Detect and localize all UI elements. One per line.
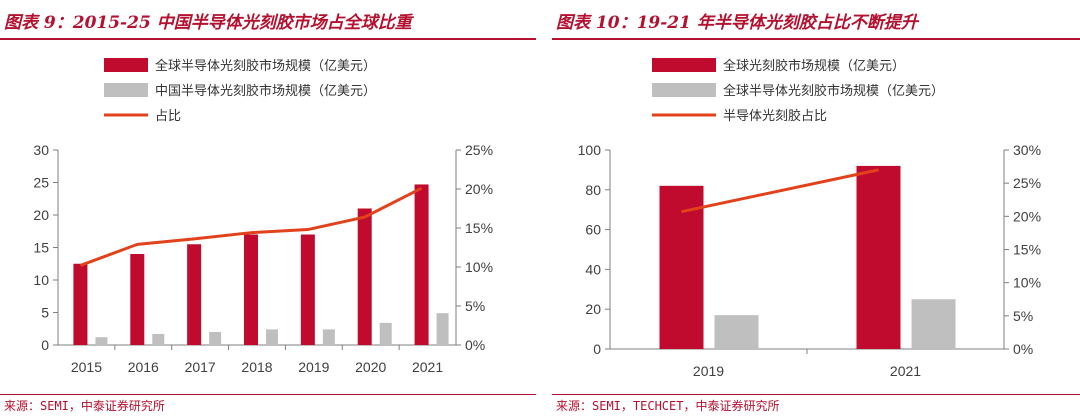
- global-bar-2021: [856, 165, 901, 349]
- china-bar-2019: [714, 315, 759, 349]
- global-bar-2018: [244, 234, 258, 345]
- china-bar-2021: [436, 313, 449, 345]
- left-chart-svg: 全球半导体光刻胶市场规模（亿美元） 中国半导体光刻胶市场规模（亿美元） 占比 0 5 10…: [33, 58, 493, 375]
- x-tick-label: 2021: [890, 363, 921, 379]
- legend-swatch-0: [104, 58, 148, 72]
- right-tick-label: 15%: [465, 220, 493, 236]
- legend-label-0: 全球半导体光刻胶市场规模（亿美元）: [155, 58, 376, 74]
- right-chart-source: 来源：SEMI，TECHCET，中泰证券研究所: [556, 399, 780, 413]
- legend-label-1: 全球半导体光刻胶市场规模（亿美元）: [723, 83, 944, 99]
- global-bar-2017: [187, 244, 202, 345]
- legend-swatch-1: [652, 83, 716, 97]
- left-source-rule: [0, 394, 536, 395]
- left-tick-label: 0: [41, 337, 49, 353]
- left-tick-label: 60: [585, 222, 601, 238]
- legend-swatch-0: [652, 58, 716, 72]
- x-tick-label: 2021: [412, 359, 443, 375]
- china-bar-2015: [95, 337, 108, 345]
- x-tick-label: 2015: [71, 359, 102, 375]
- china-bar-2020: [379, 322, 392, 345]
- left-tick-label: 80: [585, 182, 601, 198]
- x-tick-label: 2019: [693, 363, 724, 379]
- right-tick-label: 10%: [465, 259, 493, 275]
- left-chart-source: 来源：SEMI，中泰证券研究所: [4, 399, 165, 413]
- right-tick-label: 0%: [465, 337, 485, 353]
- global-bar-2019: [300, 234, 315, 345]
- right-tick-label: 25%: [1013, 175, 1041, 191]
- china-bar-2017: [209, 332, 222, 345]
- right-tick-label: 5%: [1013, 308, 1033, 324]
- left-tick-label: 30: [33, 142, 49, 158]
- legend-label-0: 全球光刻胶市场规模（亿美元）: [723, 58, 905, 74]
- left-tick-label: 0: [593, 341, 601, 357]
- legend-label-1: 中国半导体光刻胶市场规模（亿美元）: [155, 83, 376, 99]
- left-tick-label: 40: [585, 261, 601, 277]
- x-tick-label: 2016: [128, 359, 159, 375]
- global-bar-2021: [414, 184, 429, 345]
- right-source-rule: [552, 394, 1080, 395]
- right-tick-label: 25%: [465, 142, 493, 158]
- left-tick-label: 25: [33, 175, 49, 191]
- x-tick-label: 2019: [298, 359, 329, 375]
- legend-swatch-1: [104, 83, 148, 97]
- global-bar-2019: [659, 185, 704, 349]
- left-tick-label: 5: [41, 305, 49, 321]
- right-chart-panel: 图表 10：19-21 年半导体光刻胶占比不断提升 全球光刻胶市场规模（亿美元）…: [552, 0, 1080, 419]
- left-tick-label: 20: [33, 207, 49, 223]
- china-bar-2018: [266, 329, 278, 345]
- right-tick-label: 15%: [1013, 242, 1041, 258]
- x-tick-label: 2020: [355, 359, 386, 375]
- right-tick-label: 0%: [1013, 341, 1033, 357]
- right-tick-label: 10%: [1013, 275, 1041, 291]
- right-tick-label: 20%: [465, 181, 493, 197]
- global-bar-2016: [130, 254, 145, 345]
- right-chart-title: 图表 10：19-21 年半导体光刻胶占比不断提升: [556, 13, 918, 33]
- china-bar-2021: [911, 299, 956, 349]
- x-tick-label: 2017: [185, 359, 216, 375]
- right-title-rule: [552, 38, 1080, 40]
- right-tick-label: 20%: [1013, 208, 1041, 224]
- x-tick-label: 2018: [241, 359, 272, 375]
- legend-label-2: 半导体光刻胶占比: [723, 108, 827, 124]
- china-bar-2016: [152, 333, 165, 345]
- left-tick-label: 100: [578, 142, 602, 158]
- left-tick-label: 15: [33, 240, 49, 256]
- right-tick-label: 5%: [465, 298, 485, 314]
- china-bar-2019: [322, 329, 335, 345]
- legend-label-2: 占比: [155, 109, 181, 124]
- left-tick-label: 20: [585, 301, 601, 317]
- left-chart-panel: 图表 9：2015-25 中国半导体光刻胶市场占全球比重 全球半导体光刻胶市场规…: [0, 0, 536, 419]
- global-bar-2015: [73, 263, 88, 345]
- left-chart-title: 图表 9：2015-25 中国半导体光刻胶市场占全球比重: [4, 13, 412, 33]
- share-line: [681, 168, 879, 214]
- right-tick-label: 30%: [1013, 142, 1041, 158]
- left-tick-label: 10: [33, 272, 49, 288]
- right-chart-svg: 全球光刻胶市场规模（亿美元） 全球半导体光刻胶市场规模（亿美元） 半导体光刻胶占比 0…: [578, 58, 1041, 379]
- left-title-rule: [0, 38, 536, 40]
- global-bar-2020: [357, 208, 372, 345]
